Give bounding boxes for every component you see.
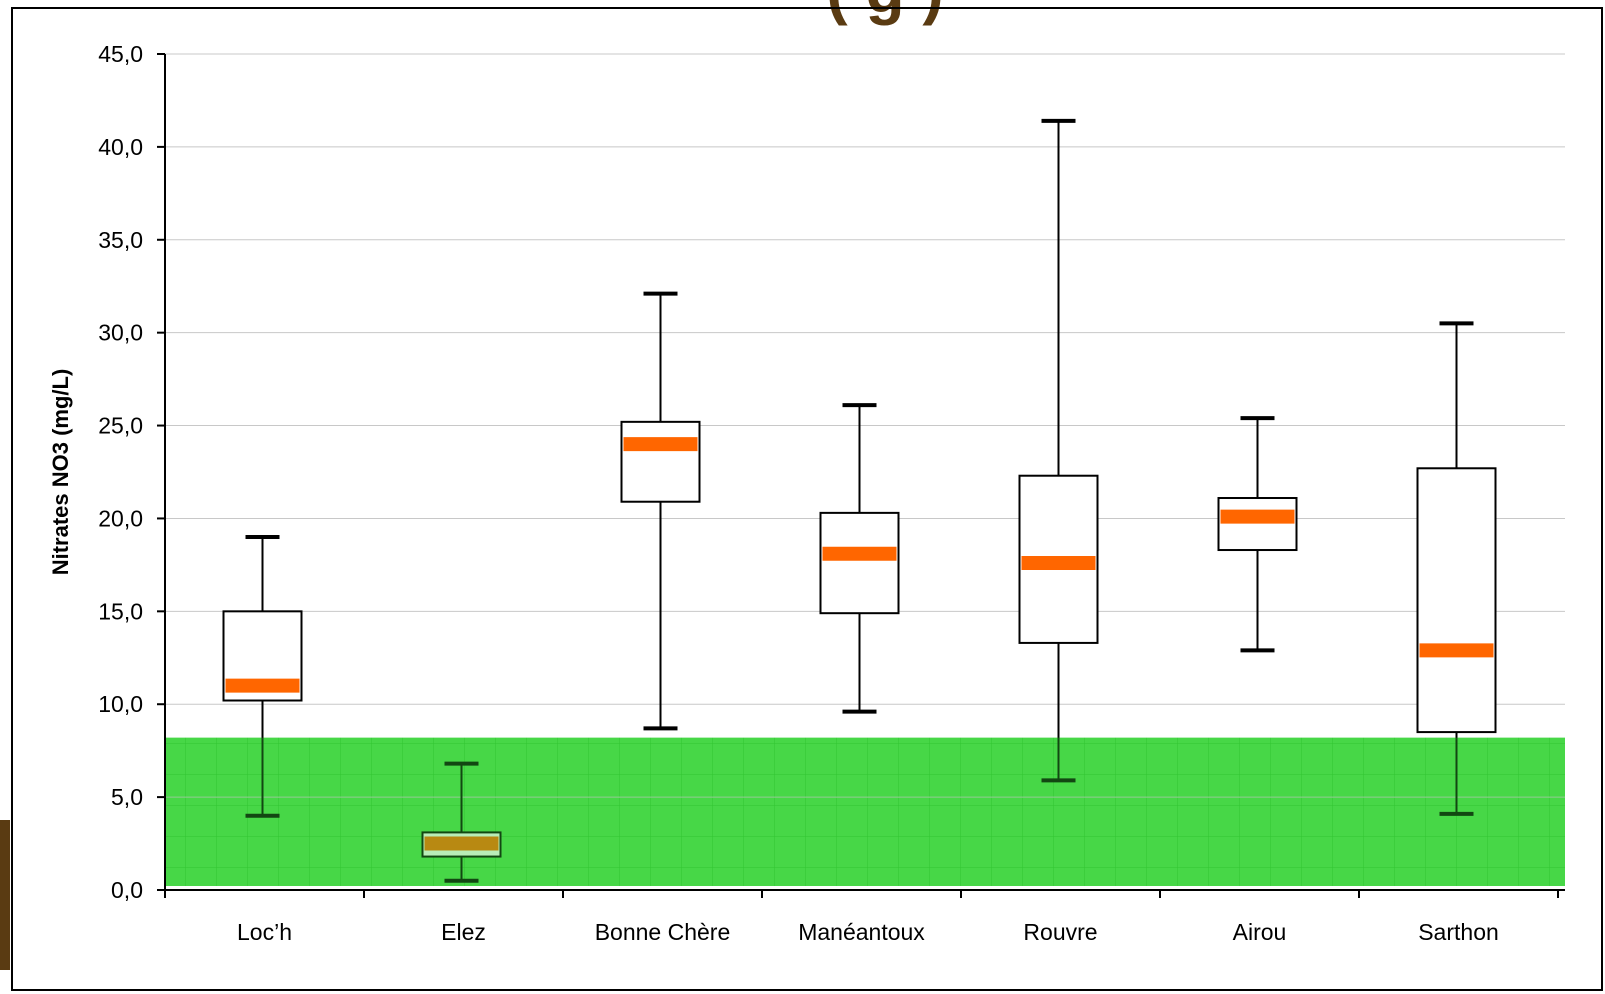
box-iqr — [620, 420, 701, 503]
title-fragment: ( g ) — [826, 0, 943, 26]
y-tick-label: 0,0 — [111, 877, 143, 903]
axes — [157, 53, 1565, 898]
box-5 — [1217, 416, 1298, 653]
threshold-band-layer — [165, 737, 1565, 886]
y-tick-label: 35,0 — [98, 227, 143, 253]
box-1 — [421, 761, 502, 883]
y-tick-labels: 0,0 5,0 10,0 15,0 20,0 25,0 30,0 35,0 40,0 45,0 — [98, 41, 143, 903]
x-tick-label: Sarthon — [1418, 919, 1499, 945]
x-tick-label: Bonne Chère — [595, 919, 731, 945]
box-iqr — [1217, 497, 1298, 552]
y-tick-label: 10,0 — [98, 691, 143, 717]
x-tick-label: Loc’h — [237, 919, 292, 945]
x-tick-label: Manéantoux — [798, 919, 925, 945]
box-0 — [222, 535, 303, 818]
box-2 — [620, 291, 701, 731]
box-series — [166, 118, 1565, 886]
y-tick-label: 40,0 — [98, 134, 143, 160]
y-tick-label: 45,0 — [98, 41, 143, 67]
gridlines — [165, 53, 1565, 798]
box-iqr — [819, 511, 900, 615]
box-iqr — [1416, 467, 1497, 734]
x-tick-label: Elez — [441, 919, 486, 945]
y-tick-label: 25,0 — [98, 413, 143, 439]
chart-frame — [11, 7, 1603, 991]
threshold-band — [165, 737, 1565, 886]
box-6 — [1416, 321, 1497, 816]
slide-edge-fragment — [0, 820, 10, 970]
y-tick-label: 30,0 — [98, 320, 143, 346]
y-axis-label: Nitrates NO3 (mg/L) — [48, 369, 73, 576]
x-tick-labels: Loc’h Elez Bonne Chère Manéantoux Rouvre Airo… — [237, 919, 1499, 945]
x-tick-label: Rouvre — [1023, 919, 1097, 945]
box-3 — [819, 403, 900, 714]
y-tick-label: 5,0 — [111, 784, 143, 810]
y-tick-label: 15,0 — [98, 598, 143, 624]
threshold-band-overlay — [166, 737, 1565, 886]
box-4 — [1018, 118, 1099, 783]
y-tick-label: 20,0 — [98, 505, 143, 531]
x-tick-label: Airou — [1233, 919, 1287, 945]
